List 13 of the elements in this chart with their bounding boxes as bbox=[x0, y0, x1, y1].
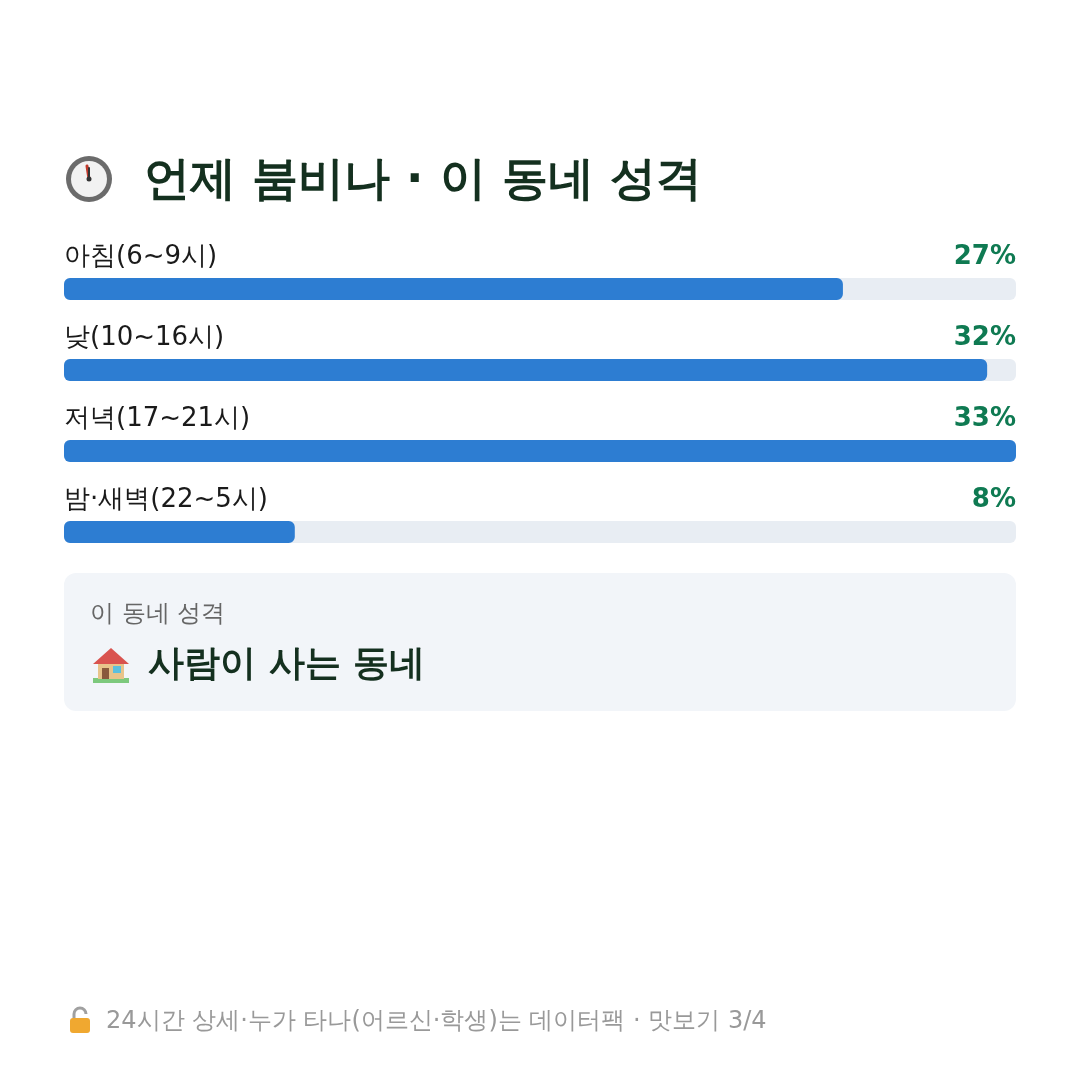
data-label: 33% bbox=[953, 402, 1016, 432]
data-label: 27% bbox=[953, 240, 1016, 270]
y-tick-label: 아침(6~9시) bbox=[64, 240, 218, 270]
y-tick-label: 밤·새벽(22~5시) bbox=[64, 483, 268, 513]
text: 이 동네 성격 bbox=[90, 598, 226, 629]
data-label: 8% bbox=[971, 483, 1016, 513]
text: 사람이 사는 동네 bbox=[148, 641, 426, 685]
y-tick-label: 저녁(17~21시) bbox=[64, 402, 251, 432]
chart-title: 언제 붐비나 · 이 동네 성격 bbox=[144, 150, 702, 207]
y-tick-label: 낮(10~16시) bbox=[64, 321, 225, 351]
text: 24시간 상세·누가 타나(어르신·학생)는 데이터팩 · 맛보기 3/4 bbox=[106, 1005, 767, 1036]
data-label: 32% bbox=[953, 321, 1016, 351]
bar bbox=[64, 521, 295, 543]
